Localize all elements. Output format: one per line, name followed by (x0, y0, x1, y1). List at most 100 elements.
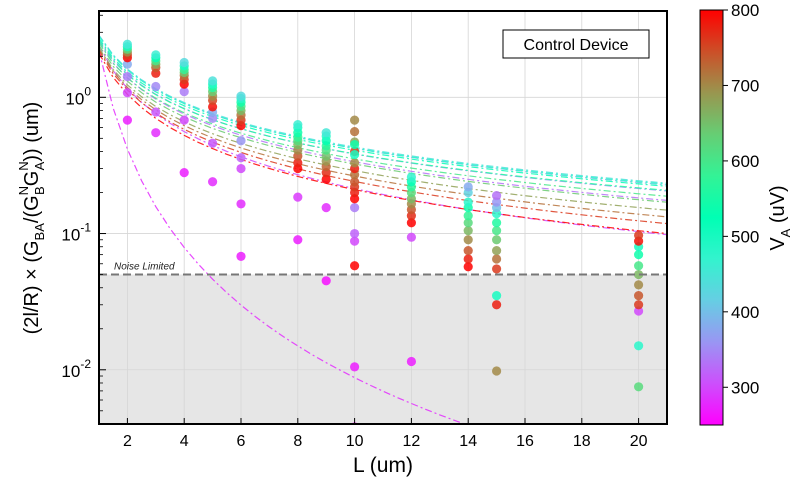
fit-line-10 (99, 45, 667, 203)
colorbar-tick-label-2: 500 (731, 227, 759, 246)
data-point-33 (208, 102, 218, 112)
data-point-82 (350, 203, 360, 213)
grid-lines (99, 11, 667, 424)
data-point-109 (463, 245, 473, 256)
data-point-131 (634, 382, 644, 392)
data-point-21 (179, 87, 189, 97)
data-point-122 (492, 254, 502, 264)
data-point-81 (350, 228, 360, 239)
x-tick-label-2: 6 (237, 433, 246, 450)
data-point-113 (463, 211, 473, 221)
data-point-79 (350, 261, 360, 271)
x-tick-label-1: 4 (180, 433, 189, 450)
data-point-97 (406, 232, 416, 242)
y-axis-ticks: 10-2 10-1 100 (61, 14, 106, 425)
fit-line-7 (99, 38, 667, 187)
fit-line-6 (99, 36, 667, 185)
data-point-126 (492, 218, 502, 228)
data-point-93 (350, 115, 360, 125)
noise-region-fill (99, 274, 667, 424)
colorbar-ticks: 300 400 500 600 700 800 (723, 1, 759, 397)
legend-box: Control Device (502, 29, 650, 59)
data-point-2 (122, 71, 132, 82)
x-axis-label: L (um) (353, 454, 413, 477)
data-point-95 (350, 149, 360, 160)
y-axis-label: (2l/R) × (GBA/(GNBGNA)) (um) (16, 102, 47, 335)
fit-line-2 (99, 41, 667, 201)
data-point-53 (293, 235, 303, 245)
data-points (122, 39, 644, 424)
data-point-124 (492, 235, 502, 245)
data-point-121 (492, 264, 502, 274)
x-tick-label-8: 18 (573, 433, 591, 450)
data-point-52 (236, 91, 246, 101)
data-point-135 (634, 291, 644, 301)
data-point-3 (122, 59, 132, 69)
data-point-56 (293, 158, 303, 168)
data-point-1 (122, 88, 132, 98)
data-point-20 (179, 115, 189, 125)
data-point-132 (634, 341, 644, 351)
legend-box-text: Control Device (524, 37, 629, 54)
fit-line-14 (99, 53, 667, 235)
colorbar-tick-label-5: 800 (731, 1, 759, 20)
x-tick-label-0: 2 (123, 433, 132, 450)
fit-line-11 (99, 47, 667, 211)
data-point-92 (350, 127, 360, 137)
fit-line-12 (99, 48, 667, 218)
y-tick-label-0: 10-2 (61, 357, 91, 381)
data-point-106 (406, 172, 416, 182)
data-point-123 (492, 245, 502, 256)
x-tick-label-4: 10 (346, 433, 364, 450)
fit-line-5 (99, 34, 667, 184)
data-point-28 (179, 57, 189, 68)
data-point-54 (293, 192, 303, 202)
data-point-107 (463, 262, 473, 272)
data-point-44 (236, 136, 246, 146)
data-point-112 (463, 218, 473, 228)
colorbar-label: VA (uV) (767, 185, 793, 250)
data-point-78 (350, 362, 360, 372)
colorbar-tick-label-4: 700 (731, 76, 759, 95)
colorbar: 300 400 500 600 700 800 VA (uV) (699, 1, 793, 426)
data-point-11 (151, 107, 161, 117)
data-point-41 (236, 199, 246, 209)
colorbar-tick-label-0: 300 (731, 378, 759, 397)
data-point-137 (634, 269, 644, 280)
x-tick-label-5: 12 (403, 433, 421, 450)
data-point-130 (492, 190, 502, 201)
data-point-120 (492, 291, 502, 301)
data-point-19 (179, 168, 189, 178)
colorbar-tick-label-3: 600 (731, 152, 759, 171)
data-point-80 (350, 236, 360, 246)
data-point-42 (236, 163, 246, 174)
fit-line-13 (99, 50, 667, 225)
data-point-138 (634, 261, 644, 271)
fit-lines (99, 34, 667, 424)
x-axis-ticks: 2 4 6 8 10 12 14 16 18 20 (123, 418, 648, 450)
data-point-10 (151, 128, 161, 138)
data-point-12 (151, 81, 161, 92)
data-point-86 (350, 177, 360, 187)
data-point-96 (406, 356, 416, 367)
noise-limited-region (99, 274, 667, 424)
fit-line-1 (99, 45, 667, 236)
data-point-76 (321, 128, 331, 138)
x-tick-label-6: 14 (459, 433, 477, 450)
data-point-0 (122, 115, 132, 125)
data-point-66 (321, 203, 331, 213)
x-tick-label-3: 8 (293, 433, 302, 450)
data-point-110 (463, 235, 473, 245)
data-point-134 (634, 300, 644, 310)
data-point-43 (236, 153, 246, 163)
data-point-115 (463, 197, 473, 207)
data-point-39 (208, 76, 218, 86)
data-point-136 (634, 280, 644, 290)
colorbar-tick-label-1: 400 (731, 303, 759, 322)
data-point-9 (122, 39, 132, 49)
data-point-64 (293, 120, 303, 130)
data-point-30 (208, 138, 218, 148)
data-point-111 (463, 226, 473, 236)
plot-frame (98, 10, 668, 425)
